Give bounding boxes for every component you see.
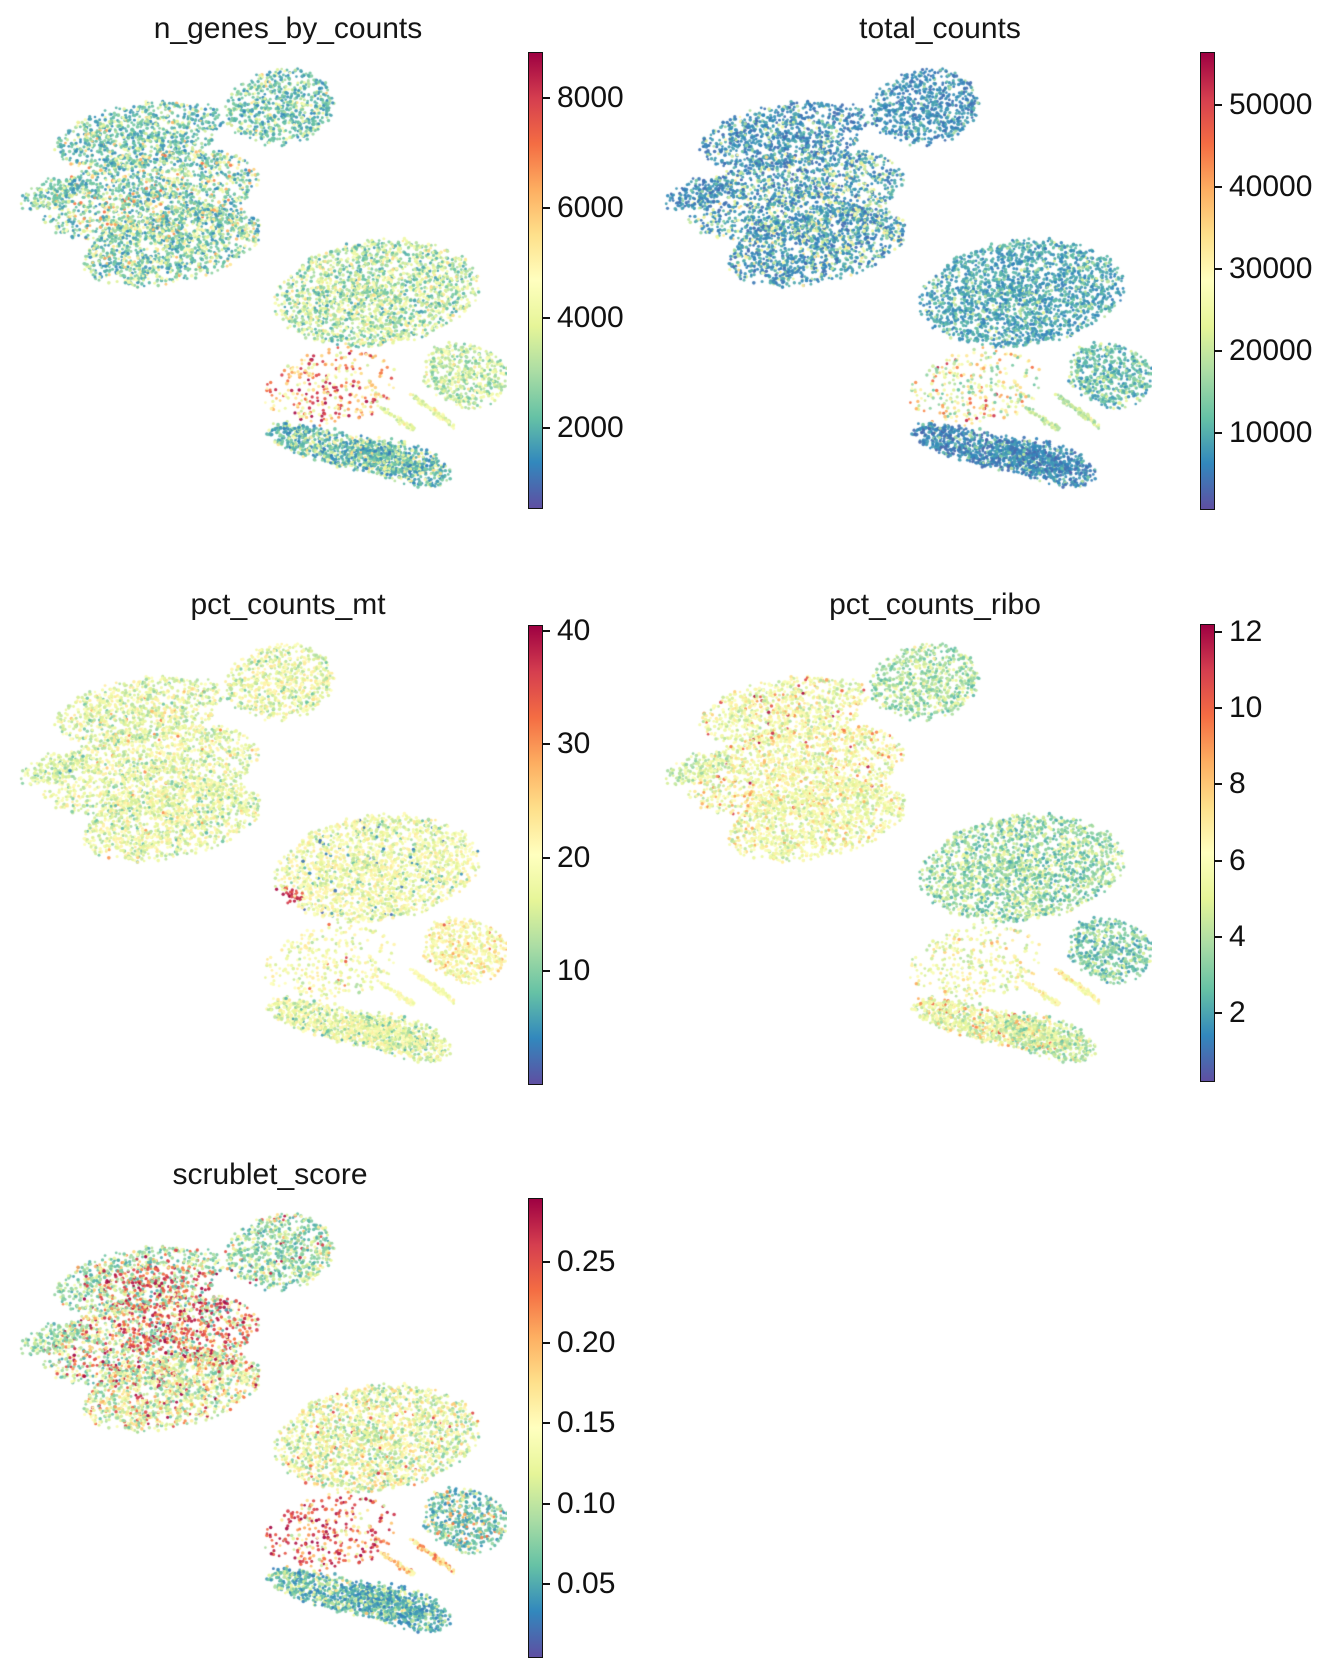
colorbar-tick-label: 8 [1229, 767, 1246, 801]
umap-scatter-canvas [15, 50, 507, 500]
colorbar-gradient [1200, 624, 1215, 1082]
colorbar-tick-mark [543, 1341, 550, 1344]
colorbar-tick-mark [1215, 431, 1222, 434]
umap-scatter-canvas [15, 625, 507, 1075]
colorbar-tick-mark [543, 629, 550, 632]
colorbar-tick-mark [543, 1261, 550, 1264]
panel-title: scrublet_score [172, 1158, 368, 1191]
colorbar-tick-mark [1215, 1012, 1222, 1015]
colorbar-tick-label: 6 [1229, 843, 1246, 877]
colorbar-tick-label: 4000 [557, 301, 624, 335]
colorbar-tick-label: 0.05 [557, 1567, 616, 1600]
colorbar-tick-label: 0.20 [557, 1325, 616, 1359]
colorbar-tick-mark [1215, 104, 1222, 107]
umap-scatter-canvas [15, 1195, 507, 1645]
umap-scatter-canvas [660, 50, 1152, 500]
colorbar-tick-mark [543, 317, 550, 320]
colorbar-tick-label: 40 [557, 613, 591, 647]
colorbar-tick-label: 0.25 [557, 1245, 616, 1279]
panel-title: pct_counts_mt [190, 588, 386, 621]
colorbar-tick-mark [1215, 859, 1222, 862]
colorbar-tick-label: 0.10 [557, 1486, 616, 1520]
colorbar-tick-label: 10000 [1229, 415, 1313, 449]
colorbar-tick-label: 40000 [1229, 170, 1313, 204]
colorbar-tick-mark [1215, 268, 1222, 271]
colorbar-gradient [528, 625, 543, 1085]
panel-title: total_counts [859, 12, 1021, 45]
colorbar-tick-mark [543, 1502, 550, 1505]
colorbar-tick-label: 30 [557, 727, 591, 761]
colorbar-tick-mark [1215, 630, 1222, 633]
colorbar-tick-mark [1215, 783, 1222, 786]
panel-title: pct_counts_ribo [829, 588, 1041, 621]
colorbar-gradient [528, 1198, 543, 1658]
colorbar-tick-label: 30000 [1229, 252, 1313, 286]
colorbar-tick-mark [543, 97, 550, 100]
colorbar-tick-mark [1215, 350, 1222, 353]
colorbar-tick-label: 20 [557, 840, 591, 874]
colorbar-tick-mark [543, 856, 550, 859]
colorbar-tick-mark [543, 427, 550, 430]
colorbar-tick-mark [543, 1583, 550, 1585]
colorbar-tick-label: 8000 [557, 81, 624, 115]
panel-title: n_genes_by_counts [153, 12, 423, 45]
colorbar-tick-mark [1215, 935, 1222, 938]
colorbar-tick-label: 4 [1229, 919, 1246, 953]
umap-scatter-canvas [660, 625, 1152, 1075]
colorbar-gradient [528, 52, 543, 509]
colorbar-tick-label: 2000 [557, 411, 624, 445]
colorbar-tick-label: 50000 [1229, 88, 1313, 122]
colorbar-tick-label: 20000 [1229, 334, 1313, 368]
colorbar-tick-mark [1215, 706, 1222, 709]
colorbar-tick-label: 10 [1229, 690, 1263, 724]
colorbar-tick-label: 12 [1229, 614, 1263, 648]
colorbar-gradient [1200, 52, 1215, 510]
colorbar-tick-mark [543, 970, 550, 973]
colorbar-tick-label: 2 [1229, 996, 1246, 1030]
colorbar-tick-label: 6000 [557, 191, 624, 225]
colorbar-tick-label: 10 [557, 954, 591, 988]
colorbar-tick-mark [1215, 186, 1222, 189]
colorbar-tick-label: 0.15 [557, 1406, 616, 1440]
colorbar-tick-mark [543, 743, 550, 746]
colorbar-tick-mark [543, 1422, 550, 1425]
colorbar-tick-mark [543, 207, 550, 210]
